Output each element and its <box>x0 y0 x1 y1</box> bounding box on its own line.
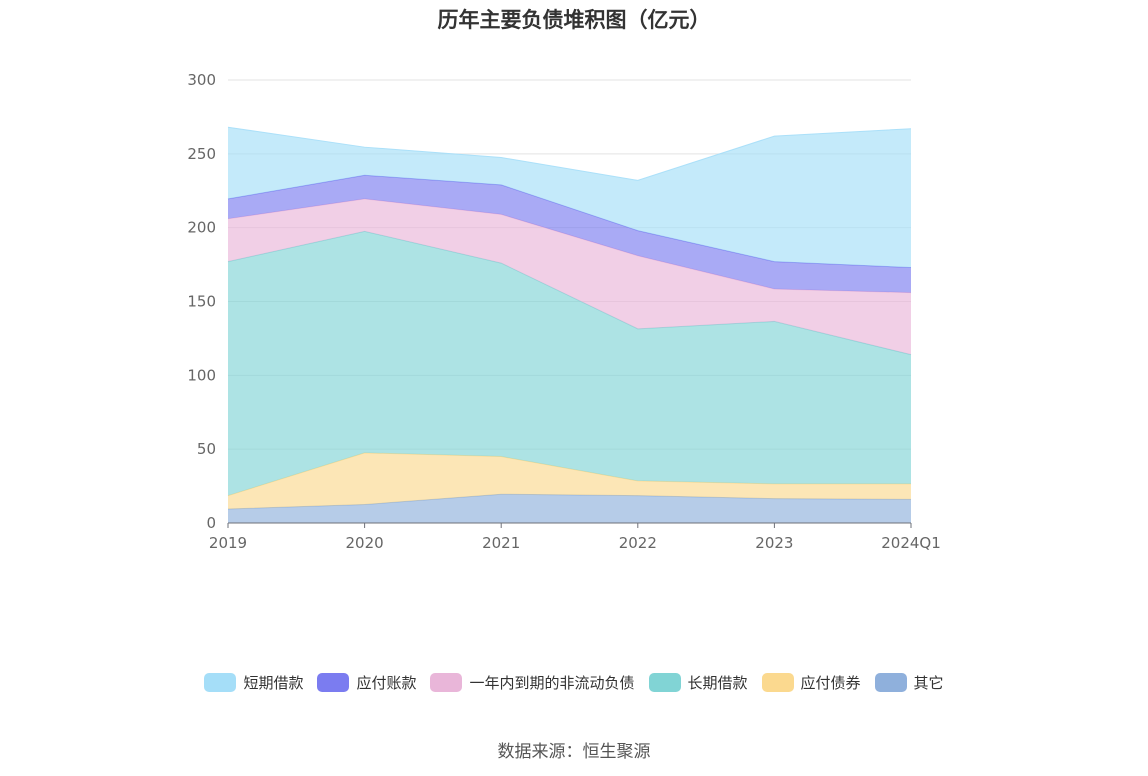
legend-label: 其它 <box>913 674 944 692</box>
y-tick-label: 150 <box>187 293 216 311</box>
x-tick-label: 2020 <box>346 534 384 552</box>
legend-swatch <box>430 673 463 692</box>
x-tick-label: 2023 <box>755 534 793 552</box>
area-series-3 <box>228 198 911 355</box>
y-tick-label: 300 <box>187 71 216 89</box>
x-tick-label: 2022 <box>619 534 657 552</box>
legend-item[interactable]: 一年内到期的非流动负债 <box>430 672 635 693</box>
x-tick-label: 2019 <box>209 534 247 552</box>
legend-item[interactable]: 其它 <box>874 672 944 693</box>
legend: 短期借款 应付账款 一年内到期的非流动负债 长期借款 应付债券 其它 <box>0 672 1148 693</box>
legend-item[interactable]: 应付债券 <box>761 672 861 693</box>
legend-label: 应付账款 <box>356 674 417 692</box>
legend-swatch <box>648 673 681 692</box>
x-tick-label: 2021 <box>482 534 520 552</box>
legend-label: 短期借款 <box>243 674 304 692</box>
legend-item[interactable]: 长期借款 <box>648 672 748 693</box>
area-series-5 <box>228 127 911 268</box>
legend-label: 长期借款 <box>687 674 748 692</box>
area-edge-series-5 <box>227 126 912 181</box>
legend-swatch <box>204 673 237 692</box>
legend-swatch <box>317 673 350 692</box>
legend-label: 一年内到期的非流动负债 <box>469 674 635 692</box>
y-tick-label: 250 <box>187 145 216 163</box>
y-tick-label: 50 <box>197 440 216 458</box>
y-tick-label: 200 <box>187 219 216 237</box>
x-tick-label: 2024Q1 <box>881 534 941 552</box>
legend-item[interactable]: 应付账款 <box>317 672 416 693</box>
chart-title: 历年主要负债堆积图（亿元） <box>437 8 711 32</box>
y-tick-label: 100 <box>187 366 216 384</box>
legend-label: 应付债券 <box>800 674 861 692</box>
legend-item[interactable]: 短期借款 <box>204 672 303 693</box>
y-tick-label: 0 <box>206 514 216 532</box>
source-note: 数据来源：恒生聚源 <box>497 742 651 762</box>
area-series-1 <box>228 452 911 509</box>
legend-swatch <box>874 673 907 692</box>
legend-swatch <box>761 673 794 692</box>
area-series-0 <box>228 494 911 523</box>
area-series-4 <box>228 175 911 293</box>
area-series-2 <box>228 231 911 496</box>
